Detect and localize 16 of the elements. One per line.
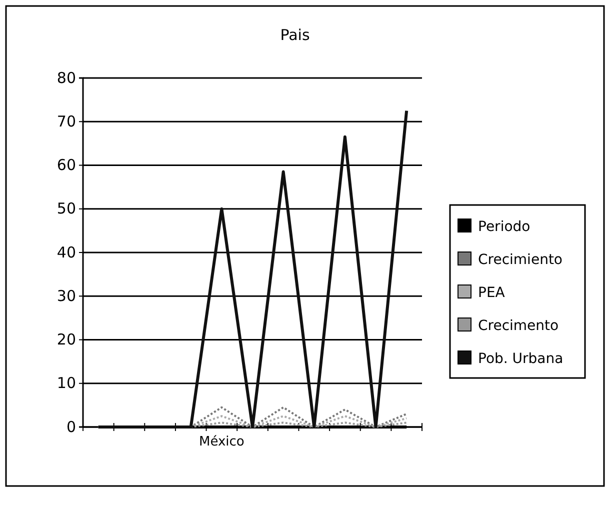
y-tick-label: 20 [56,330,76,349]
y-tick-label: 0 [66,418,76,436]
x-tick-label: México [198,434,244,450]
legend-label: Periodo [478,219,530,235]
y-tick-label: 10 [56,374,76,392]
chart-title: Pais [280,26,310,44]
y-tick-label: 30 [56,286,76,305]
y-tick-label: 60 [56,156,76,174]
y-tick-label: 50 [56,200,76,218]
legend-label: Crecimento [478,318,559,334]
legend-label: Crecimiento [478,252,562,268]
y-tick-label: 80 [56,68,76,87]
y-tick-label: 70 [56,112,76,130]
legend-label: PEA [478,285,506,301]
y-tick-label: 40 [56,243,76,262]
legend-label: Pob. Urbana [478,351,564,367]
